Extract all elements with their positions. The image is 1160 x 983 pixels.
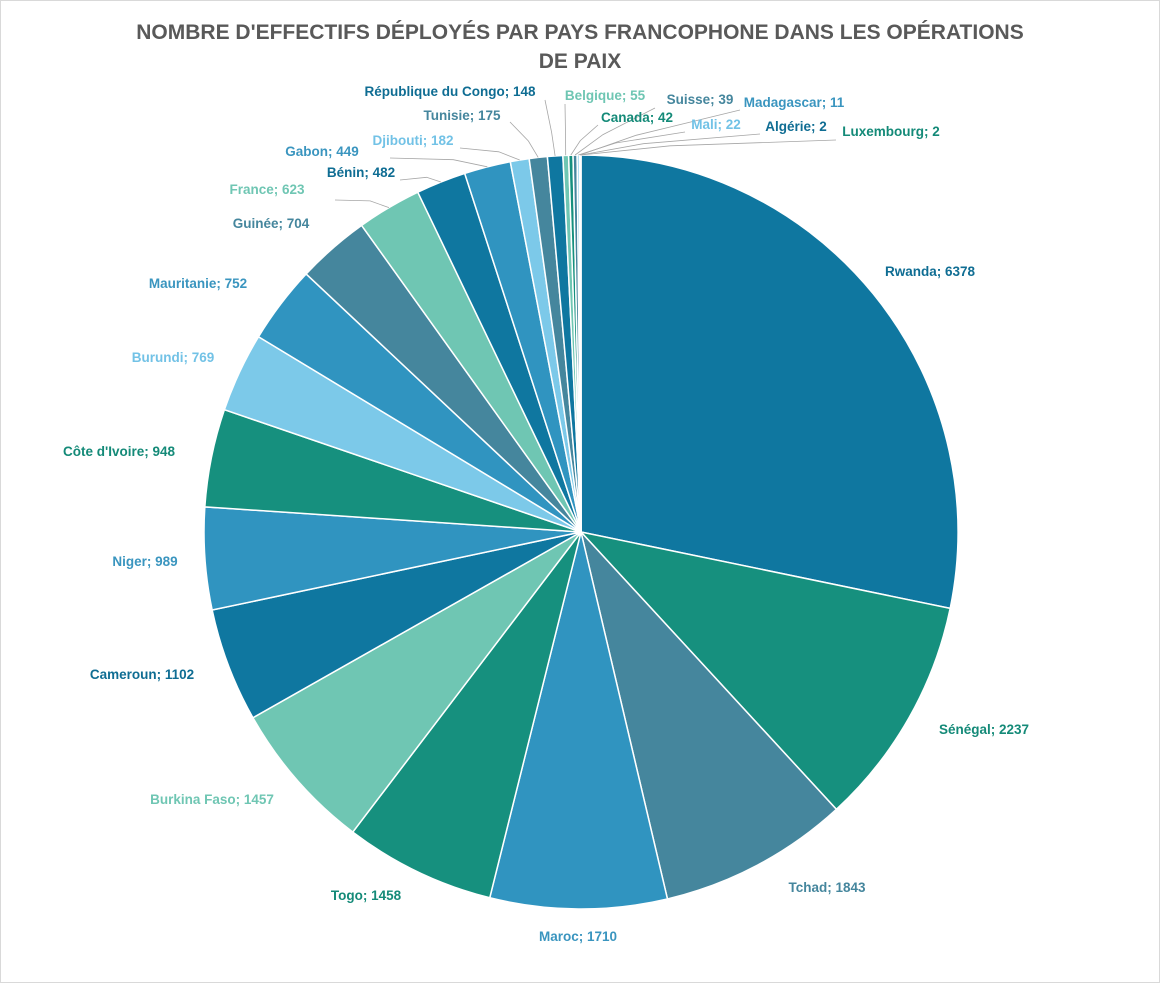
- chart-title-line-1: NOMBRE D'EFFECTIFS DÉPLOYÉS PAR PAYS FRA…: [136, 21, 1024, 44]
- leader-line-23: [580, 133, 761, 156]
- pie-slices: [203, 154, 959, 910]
- data-label-17: République du Congo; 148: [365, 84, 536, 99]
- data-label-9: Burundi; 769: [132, 350, 215, 365]
- leader-lines: [334, 99, 837, 208]
- data-label-4: Togo; 1458: [331, 888, 402, 903]
- data-label-18: Belgique; 55: [565, 88, 646, 103]
- data-label-10: Mauritanie; 752: [149, 276, 247, 291]
- data-label-0: Rwanda; 6378: [885, 264, 976, 279]
- leader-line-20: [574, 107, 656, 156]
- data-label-15: Djibouti; 182: [372, 133, 453, 148]
- pie-slice-1: [578, 530, 952, 811]
- pie-slice-5: [251, 531, 582, 834]
- data-label-5: Burkina Faso; 1457: [150, 792, 274, 807]
- leader-line-13: [399, 176, 442, 183]
- data-label-21: Mali; 22: [691, 117, 741, 132]
- data-label-24: Luxembourg; 2: [842, 124, 940, 139]
- data-label-7: Niger; 989: [112, 554, 177, 569]
- data-label-6: Cameroun; 1102: [90, 667, 194, 682]
- pie-slice-3: [488, 531, 669, 910]
- pie-slice-0: [580, 154, 959, 610]
- chart-title-line-2: DE PAIX: [538, 50, 622, 73]
- leader-line-19: [570, 124, 599, 156]
- chart-title: NOMBRE D'EFFECTIFS DÉPLOYÉS PAR PAYS FRA…: [0, 18, 1160, 76]
- data-label-22: Madagascar; 11: [744, 95, 845, 110]
- data-label-23: Algérie; 2: [765, 119, 827, 134]
- data-label-2: Tchad; 1843: [788, 880, 866, 895]
- data-label-20: Suisse; 39: [667, 92, 734, 107]
- leader-line-21: [578, 131, 686, 156]
- data-labels: Rwanda; 6378 Sénégal; 2237 Tchad; 1843 Maro…: [63, 84, 1029, 944]
- leader-line-15: [459, 147, 520, 161]
- leader-line-24: [580, 139, 837, 156]
- data-label-19: Canada; 42: [601, 110, 673, 125]
- data-label-16: Tunisie; 175: [423, 108, 501, 123]
- data-label-8: Côte d'Ivoire; 948: [63, 444, 175, 459]
- data-label-13: Bénin; 482: [327, 165, 395, 180]
- data-label-11: Guinée; 704: [233, 216, 310, 231]
- leader-line-18: [564, 103, 567, 156]
- pie-slice-4: [351, 531, 582, 899]
- leader-line-22: [579, 109, 741, 156]
- leader-line-17: [544, 99, 556, 156]
- leader-line-16: [509, 121, 539, 158]
- data-label-12: France; 623: [229, 182, 305, 197]
- data-label-3: Maroc; 1710: [539, 929, 617, 944]
- leader-line-12: [334, 199, 390, 208]
- leader-line-14: [389, 157, 488, 168]
- data-label-14: Gabon; 449: [285, 144, 359, 159]
- pie-slice-2: [579, 529, 838, 900]
- data-label-1: Sénégal; 2237: [939, 722, 1029, 737]
